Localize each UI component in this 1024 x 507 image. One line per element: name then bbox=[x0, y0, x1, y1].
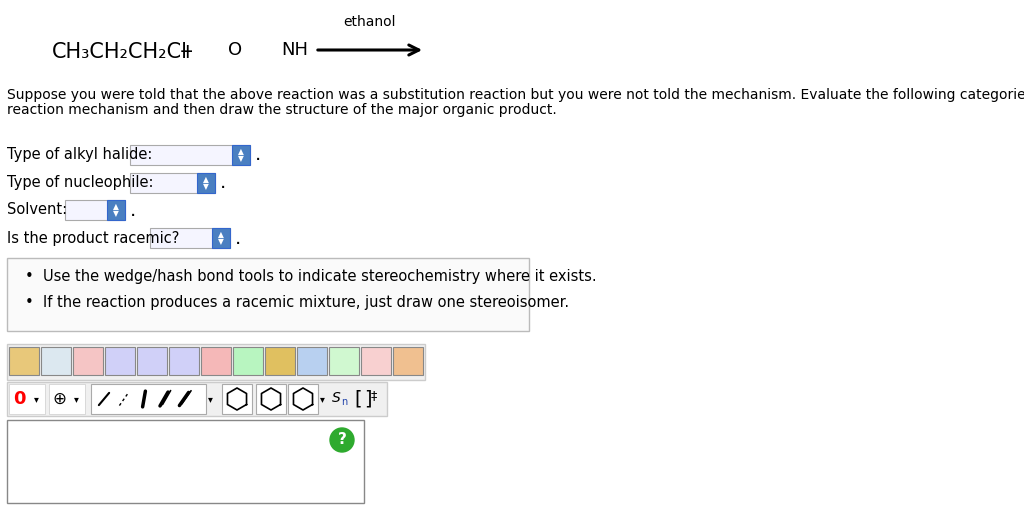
Text: •  Use the wedge/hash bond tools to indicate stereochemistry where it exists.: • Use the wedge/hash bond tools to indic… bbox=[25, 269, 597, 283]
Text: Suppose you were told that the above reaction was a substitution reaction but yo: Suppose you were told that the above rea… bbox=[7, 88, 1024, 102]
Text: ]: ] bbox=[365, 389, 372, 409]
Text: Is the product racemic?: Is the product racemic? bbox=[7, 231, 179, 245]
Text: .: . bbox=[130, 200, 136, 220]
Bar bbox=[91, 384, 206, 414]
Bar bbox=[201, 347, 231, 375]
Bar bbox=[288, 384, 318, 414]
Bar bbox=[256, 384, 286, 414]
Bar bbox=[7, 420, 364, 503]
Bar bbox=[9, 347, 39, 375]
Text: ▾: ▾ bbox=[319, 394, 325, 404]
Bar bbox=[130, 145, 250, 165]
Text: CH₃CH₂CH₂Cl: CH₃CH₂CH₂Cl bbox=[52, 42, 188, 62]
Bar bbox=[232, 145, 250, 165]
Text: Type of nucleophile:: Type of nucleophile: bbox=[7, 175, 154, 191]
Bar bbox=[150, 228, 230, 248]
Text: ▼: ▼ bbox=[218, 237, 224, 246]
Text: ▲: ▲ bbox=[238, 147, 244, 156]
Bar bbox=[137, 347, 167, 375]
Text: ▾: ▾ bbox=[208, 394, 212, 404]
Bar bbox=[197, 173, 215, 193]
Text: ethanol: ethanol bbox=[344, 15, 396, 29]
Text: 0: 0 bbox=[12, 390, 26, 408]
Text: ▲: ▲ bbox=[113, 202, 119, 211]
Text: ‡: ‡ bbox=[371, 389, 377, 403]
Bar bbox=[212, 228, 230, 248]
Text: [: [ bbox=[354, 389, 361, 409]
Bar bbox=[7, 344, 425, 380]
Text: O: O bbox=[228, 41, 242, 59]
Text: ▲: ▲ bbox=[218, 230, 224, 239]
Text: ⊕: ⊕ bbox=[52, 390, 66, 408]
Bar bbox=[393, 347, 423, 375]
Text: ▾: ▾ bbox=[34, 394, 39, 404]
Bar bbox=[65, 200, 125, 220]
Bar bbox=[9, 384, 45, 414]
FancyBboxPatch shape bbox=[7, 258, 529, 331]
Text: .: . bbox=[220, 173, 226, 193]
Bar bbox=[41, 347, 71, 375]
Bar bbox=[73, 347, 103, 375]
Text: ?: ? bbox=[338, 432, 346, 448]
Bar bbox=[49, 384, 85, 414]
Bar bbox=[329, 347, 359, 375]
Bar bbox=[106, 200, 125, 220]
Text: •  If the reaction produces a racemic mixture, just draw one stereoisomer.: • If the reaction produces a racemic mix… bbox=[25, 295, 569, 309]
Circle shape bbox=[330, 428, 354, 452]
Text: .: . bbox=[234, 229, 242, 247]
Text: +: + bbox=[179, 42, 197, 62]
Bar bbox=[105, 347, 135, 375]
Bar bbox=[233, 347, 263, 375]
Text: ▾: ▾ bbox=[74, 394, 79, 404]
Text: .: . bbox=[255, 146, 261, 164]
Bar bbox=[222, 384, 252, 414]
Bar bbox=[130, 173, 215, 193]
Text: ▼: ▼ bbox=[113, 209, 119, 218]
Bar bbox=[361, 347, 391, 375]
Bar bbox=[7, 382, 387, 416]
Text: ▲: ▲ bbox=[203, 175, 209, 184]
Text: Type of alkyl halide:: Type of alkyl halide: bbox=[7, 148, 153, 163]
Bar bbox=[265, 347, 295, 375]
Text: $\mathit{S}$: $\mathit{S}$ bbox=[331, 391, 341, 405]
Text: reaction mechanism and then draw the structure of the major organic product.: reaction mechanism and then draw the str… bbox=[7, 103, 557, 117]
Bar bbox=[169, 347, 199, 375]
Text: NH: NH bbox=[282, 41, 308, 59]
Text: ▼: ▼ bbox=[203, 182, 209, 191]
Text: n: n bbox=[341, 397, 347, 407]
Bar bbox=[297, 347, 327, 375]
Text: ▼: ▼ bbox=[238, 154, 244, 163]
Text: Solvent:: Solvent: bbox=[7, 202, 68, 218]
